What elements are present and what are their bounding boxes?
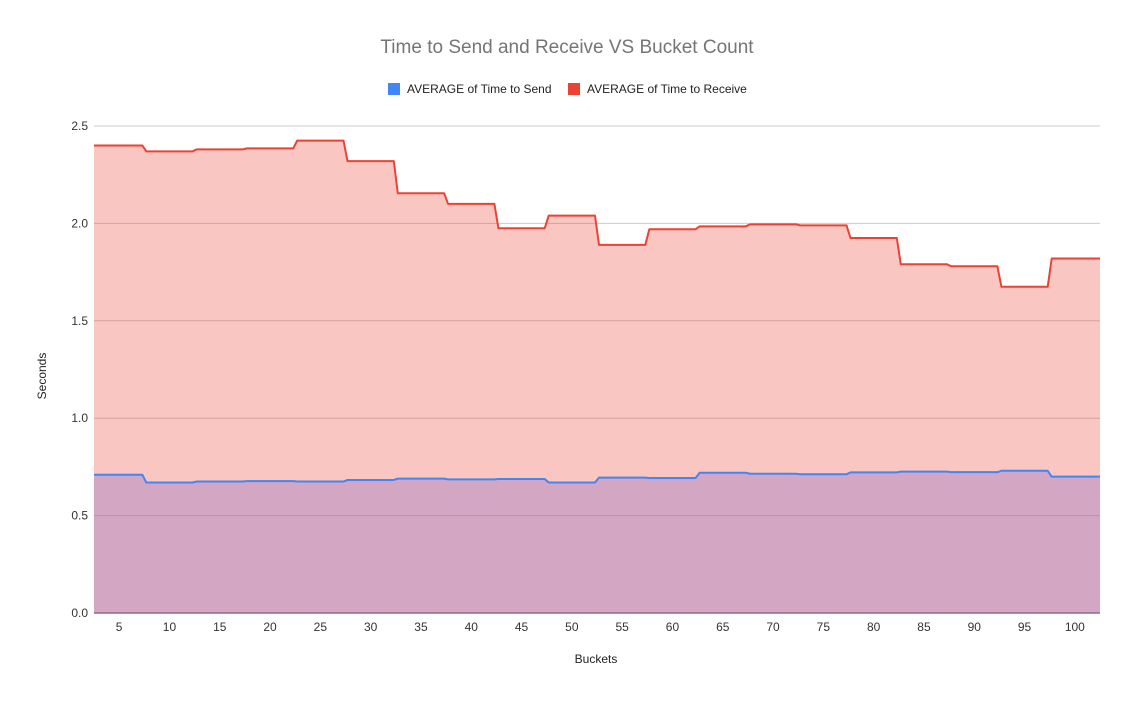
legend-swatch-receive: [568, 83, 580, 95]
x-tick-label: 15: [213, 620, 227, 634]
x-tick-label: 55: [615, 620, 629, 634]
x-axis-title: Buckets: [575, 652, 618, 666]
legend-swatch-send: [388, 83, 400, 95]
x-tick-label: 35: [414, 620, 428, 634]
x-tick-label: 65: [716, 620, 730, 634]
y-tick-label: 1.5: [71, 314, 88, 328]
x-tick-label: 10: [163, 620, 177, 634]
x-tick-label: 75: [817, 620, 831, 634]
x-tick-label: 90: [968, 620, 982, 634]
x-tick-label: 80: [867, 620, 881, 634]
x-tick-label: 85: [917, 620, 931, 634]
x-tick-label: 25: [314, 620, 328, 634]
legend: AVERAGE of Time to Send AVERAGE of Time …: [388, 82, 747, 96]
area-receive: [94, 140, 1100, 614]
x-tick-label: 50: [565, 620, 579, 634]
x-tick-label: 20: [263, 620, 277, 634]
x-axis-ticks: 5 10 15 20 25 30 35 40 45 50 55 60 65 70 75 80 85 90 95 100: [116, 620, 1085, 634]
y-tick-label: 2.5: [71, 119, 88, 133]
y-tick-label: 0.0: [71, 606, 88, 620]
x-tick-label: 30: [364, 620, 378, 634]
x-tick-label: 100: [1065, 620, 1085, 634]
legend-label-receive: AVERAGE of Time to Receive: [587, 82, 747, 96]
y-tick-label: 1.0: [71, 411, 88, 425]
x-tick-label: 95: [1018, 620, 1032, 634]
x-tick-label: 5: [116, 620, 123, 634]
x-tick-label: 40: [465, 620, 479, 634]
area-send: [94, 470, 1100, 613]
x-tick-label: 45: [515, 620, 529, 634]
y-axis-title: Seconds: [35, 353, 49, 400]
y-tick-label: 2.0: [71, 216, 88, 230]
line-receive: [94, 139, 1100, 288]
y-axis-ticks: 0.0 0.5 1.0 1.5 2.0 2.5: [71, 119, 88, 620]
legend-label-send: AVERAGE of Time to Send: [407, 82, 552, 96]
y-tick-label: 0.5: [71, 509, 88, 523]
chart-title: Time to Send and Receive VS Bucket Count: [380, 37, 754, 58]
x-tick-label: 60: [666, 620, 680, 634]
series-areas: [94, 140, 1100, 614]
x-tick-label: 70: [766, 620, 780, 634]
line-send: [94, 469, 1100, 484]
series-lines: [94, 139, 1100, 484]
